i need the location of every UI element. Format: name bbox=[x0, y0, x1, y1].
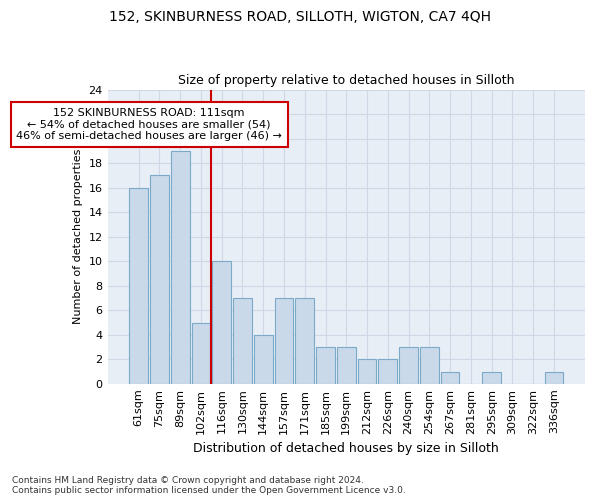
Bar bbox=[129, 188, 148, 384]
Title: Size of property relative to detached houses in Silloth: Size of property relative to detached ho… bbox=[178, 74, 515, 87]
Bar bbox=[212, 261, 231, 384]
Bar bbox=[482, 372, 501, 384]
Bar bbox=[295, 298, 314, 384]
X-axis label: Distribution of detached houses by size in Silloth: Distribution of detached houses by size … bbox=[193, 442, 499, 455]
Bar bbox=[254, 335, 272, 384]
Bar bbox=[441, 372, 460, 384]
Text: Contains HM Land Registry data © Crown copyright and database right 2024.
Contai: Contains HM Land Registry data © Crown c… bbox=[12, 476, 406, 495]
Bar bbox=[337, 347, 356, 384]
Bar bbox=[399, 347, 418, 384]
Bar bbox=[358, 360, 376, 384]
Bar bbox=[275, 298, 293, 384]
Bar bbox=[191, 322, 210, 384]
Bar bbox=[150, 176, 169, 384]
Bar bbox=[233, 298, 252, 384]
Bar bbox=[171, 151, 190, 384]
Bar bbox=[545, 372, 563, 384]
Bar bbox=[420, 347, 439, 384]
Bar bbox=[379, 360, 397, 384]
Y-axis label: Number of detached properties: Number of detached properties bbox=[73, 149, 83, 324]
Text: 152, SKINBURNESS ROAD, SILLOTH, WIGTON, CA7 4QH: 152, SKINBURNESS ROAD, SILLOTH, WIGTON, … bbox=[109, 10, 491, 24]
Bar bbox=[316, 347, 335, 384]
Text: 152 SKINBURNESS ROAD: 111sqm
← 54% of detached houses are smaller (54)
46% of se: 152 SKINBURNESS ROAD: 111sqm ← 54% of de… bbox=[16, 108, 282, 141]
